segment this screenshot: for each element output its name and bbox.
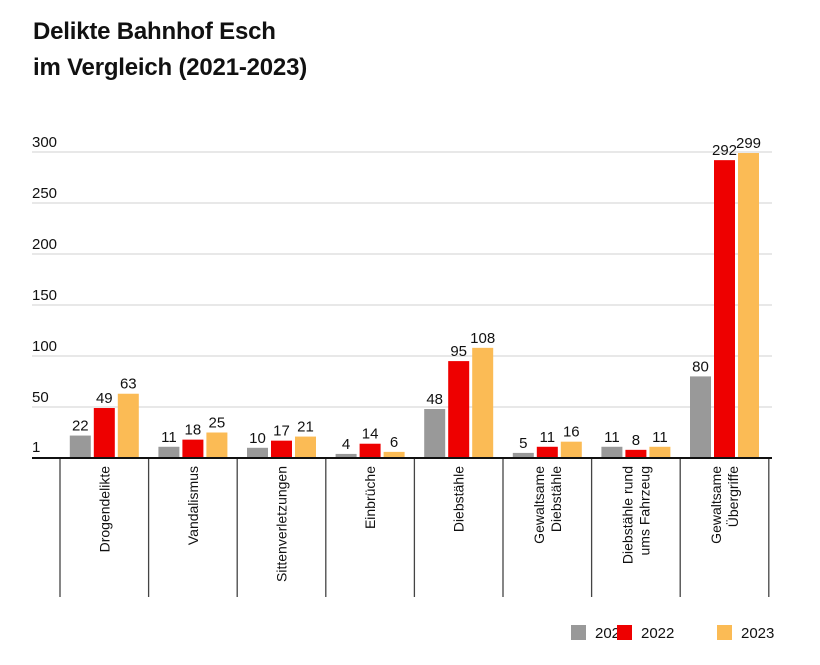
category-label: Übergriffe — [724, 466, 741, 527]
y-tick-label: 200 — [32, 236, 57, 253]
data-label: 11 — [652, 429, 668, 446]
data-label: 48 — [426, 391, 443, 408]
y-tick-label: 100 — [32, 338, 57, 355]
data-label: 17 — [273, 423, 290, 440]
category-label: Drogendelikte — [96, 466, 112, 553]
legend-swatch-2022 — [617, 625, 632, 640]
y-tick-label: 150 — [32, 287, 57, 304]
chart-title-line-1: Delikte Bahnhof Esch — [33, 18, 276, 45]
data-label: 49 — [96, 390, 113, 407]
bar-2023 — [206, 432, 228, 458]
data-label: 6 — [390, 434, 398, 451]
data-label: 63 — [120, 376, 137, 393]
legend-swatch-2021 — [571, 625, 586, 640]
data-label: 4 — [342, 436, 350, 453]
y-tick-label: 300 — [32, 134, 57, 151]
bar-2021 — [69, 435, 91, 458]
bar-2022 — [536, 446, 558, 458]
category-label: ums Fahrzeug — [636, 466, 652, 555]
data-label: 22 — [72, 418, 89, 435]
category-label: Sittenverletzungen — [274, 466, 290, 582]
bar-2022 — [182, 439, 204, 458]
data-label: 11 — [161, 429, 177, 446]
bar-2023 — [117, 393, 139, 458]
chart-title: Delikte Bahnhof Esch im Vergleich (2021-… — [33, 14, 307, 86]
data-label: 292 — [712, 142, 737, 159]
bar-2022 — [271, 440, 292, 458]
bar-2021 — [690, 376, 711, 458]
category-label: Einbrüche — [362, 466, 378, 529]
bar-2023 — [560, 441, 582, 458]
data-label: 10 — [249, 430, 266, 447]
bar-2023 — [649, 446, 671, 458]
bar-2022 — [448, 361, 470, 458]
bar-2022 — [625, 449, 647, 458]
bar-2023 — [472, 347, 494, 458]
bar-2021 — [601, 446, 623, 458]
bar-2021 — [424, 409, 446, 458]
data-label: 14 — [362, 426, 379, 443]
y-tick-label: 1 — [32, 439, 40, 456]
data-label: 11 — [540, 429, 556, 446]
bar-2021 — [512, 452, 534, 458]
data-label: 108 — [470, 330, 495, 347]
data-label: 25 — [209, 415, 226, 432]
category-label: Diebstähle rund — [619, 466, 635, 564]
data-label: 299 — [736, 135, 761, 152]
data-label: 80 — [692, 358, 709, 375]
bar-2022 — [714, 160, 735, 458]
bar-2021 — [335, 453, 357, 458]
bar-2022 — [93, 408, 115, 458]
legend-label: 2023 — [741, 625, 774, 642]
data-label: 5 — [519, 435, 527, 452]
category-label: Diebstähle — [548, 466, 564, 532]
bar-2021 — [247, 447, 268, 458]
data-label: 21 — [297, 419, 314, 436]
bar-2023 — [738, 153, 759, 458]
y-tick-label: 250 — [32, 185, 57, 202]
data-label: 8 — [632, 432, 640, 449]
category-label: Vandalismus — [185, 466, 201, 545]
legend-swatch-2023 — [717, 625, 732, 640]
category-label: Gewaltsame — [531, 466, 547, 544]
legend-label: 2022 — [641, 625, 674, 642]
chart-title-line-2: im Vergleich (2021-2023) — [33, 54, 308, 81]
y-tick-label: 50 — [32, 389, 49, 406]
data-label: 18 — [185, 422, 202, 439]
data-label: 16 — [563, 424, 580, 441]
bar-2021 — [158, 446, 180, 458]
bar-2022 — [359, 443, 381, 458]
data-label: 11 — [604, 429, 620, 446]
data-label: 95 — [450, 343, 467, 360]
category-label: Diebstähle — [451, 466, 467, 532]
bar-2023 — [383, 451, 405, 458]
bar-2023 — [295, 436, 316, 458]
category-label: Gewaltsame — [708, 466, 724, 544]
